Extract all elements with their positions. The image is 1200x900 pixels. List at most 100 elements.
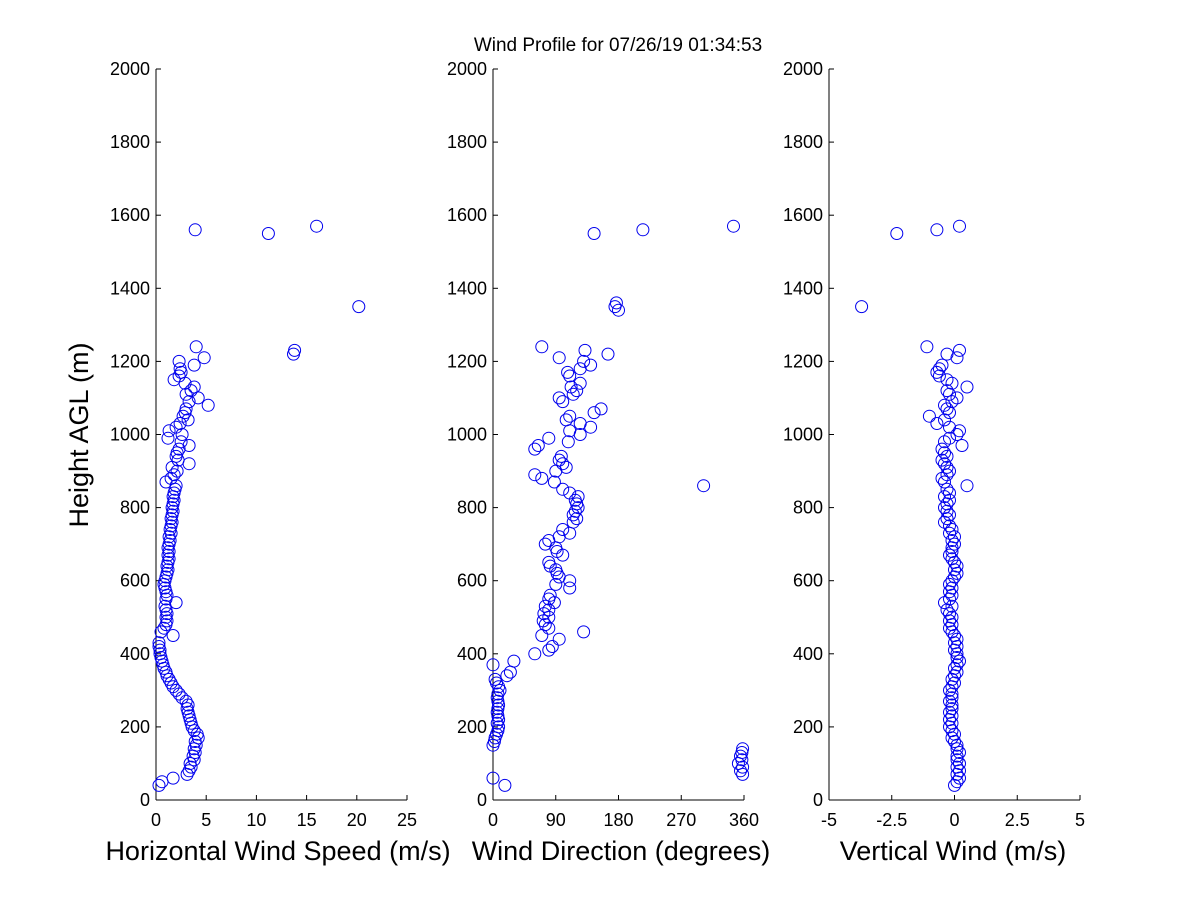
data-point [940,504,954,518]
data-point [152,778,166,792]
data-point [486,658,500,672]
data-point [855,300,869,314]
data-point [938,515,951,529]
data-point [531,439,545,452]
data-point [181,413,195,427]
data-point [945,552,959,566]
y-tick-label: 400 [457,644,487,664]
data-point [189,340,203,354]
data-point [175,428,189,441]
data-point [943,705,956,719]
y-tick-label: 0 [813,790,823,810]
data-point [943,694,956,708]
data-point [552,351,566,365]
data-point [948,735,961,748]
data-point [955,439,969,452]
data-point [734,764,747,778]
y-tick-label: 600 [120,571,150,591]
data-point [940,347,954,361]
data-point [577,625,591,639]
data-point [945,581,959,595]
data-point [543,588,557,602]
data-point [179,694,193,708]
y-tick-label: 1400 [783,278,823,298]
data-point [940,384,954,398]
data-point [538,537,552,551]
data-point [953,343,966,357]
data-point [938,398,951,412]
data-point [950,428,964,441]
data-point [187,380,201,394]
data-point [940,373,954,387]
data-point [552,391,566,405]
data-point [538,618,552,632]
data-point [948,643,961,657]
data-point [950,775,964,789]
data-point [945,680,959,694]
data-point [172,442,186,456]
y-tick-label: 800 [120,498,150,518]
y-tick-label: 600 [793,571,823,591]
data-point [486,771,500,785]
data-point [945,588,959,602]
data-point [561,365,575,379]
data-point [547,475,561,489]
data-point [578,343,592,357]
data-point [563,526,577,540]
y-tick-label: 1600 [783,205,823,225]
data-point [943,548,956,562]
data-point [938,475,951,489]
data-point [176,409,190,423]
data-point [352,300,366,314]
data-point [945,523,959,536]
data-point [943,621,956,635]
data-point [535,340,549,354]
y-tick-label: 400 [120,644,150,664]
data-point [559,413,573,427]
data-point [953,424,966,438]
data-point [945,395,959,409]
data-point [573,376,587,390]
data-point [182,457,196,471]
data-point [535,629,549,642]
data-point [950,767,964,781]
data-point [153,647,167,661]
data-point [164,676,178,690]
data-point [938,446,951,460]
data-point [503,665,517,679]
wind-direction-panel: 0 200 400 600 800 1000 1200 1400 1600 1800 2000 0 90… [447,59,759,830]
data-point [950,632,964,646]
data-point [169,683,183,697]
data-point [950,651,964,664]
y-tick-label: 800 [457,498,487,518]
data-point [943,585,956,599]
data-point [948,636,961,650]
y-tick-label: 1600 [110,205,150,225]
data-point [594,402,608,416]
y-tick-label: 2000 [447,59,487,79]
data-point [559,460,573,474]
data-point [188,735,202,748]
data-point [542,643,556,657]
data-point [945,698,959,712]
data-point [920,340,934,354]
data-point [948,669,961,683]
data-point [948,537,961,551]
data-point [261,227,275,240]
data-point [498,778,512,792]
data-point [172,354,186,368]
data-point [948,563,961,577]
data-point [167,468,181,482]
y-tick-label: 2000 [110,59,150,79]
data-point [154,625,168,639]
data-point [563,581,577,595]
data-point [953,654,966,668]
data-point [537,607,551,621]
data-point [940,497,954,511]
data-point [953,746,966,759]
x-axis-label-vertical-wind: Vertical Wind (m/s) [840,836,1067,866]
data-point [890,227,904,240]
data-point [945,545,959,558]
x-tick-label: 0 [151,810,161,830]
